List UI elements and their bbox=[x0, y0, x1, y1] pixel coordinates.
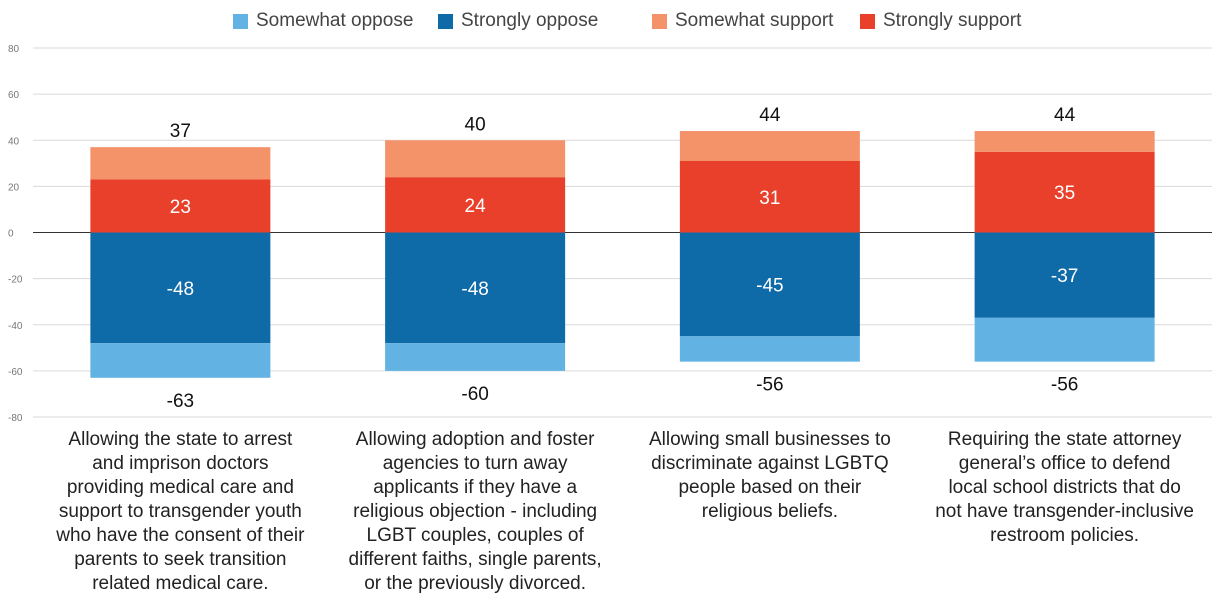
legend-label-somewhat-support: Somewhat support bbox=[675, 10, 834, 31]
data-label-total-oppose: -56 bbox=[756, 375, 783, 396]
bar-somewhat-oppose bbox=[90, 343, 271, 378]
bar-strongly-support bbox=[90, 179, 271, 233]
y-tick-label: -80 bbox=[8, 413, 23, 424]
y-tick-label: 40 bbox=[8, 136, 20, 147]
bar-somewhat-support bbox=[974, 131, 1155, 152]
data-label-total-support: 40 bbox=[465, 114, 486, 135]
data-label-strongly-support: 35 bbox=[1054, 183, 1075, 204]
bar-somewhat-support bbox=[90, 147, 271, 180]
bar-strongly-oppose bbox=[385, 232, 566, 344]
legend-swatch-somewhat-support bbox=[652, 13, 667, 29]
y-tick-label: 60 bbox=[8, 90, 20, 101]
x-category-label: Allowing the state to arrest and impriso… bbox=[56, 429, 305, 594]
bar-somewhat-support bbox=[385, 140, 566, 178]
legend-item-strongly-support: Strongly support bbox=[860, 10, 1021, 32]
x-category-label: Allowing small businesses to discriminat… bbox=[648, 429, 891, 522]
y-tick-label: -60 bbox=[8, 367, 23, 378]
bar-somewhat-support bbox=[679, 131, 860, 162]
legend-label-strongly-support: Strongly support bbox=[883, 10, 1022, 31]
legend-item-somewhat-support: Somewhat support bbox=[652, 10, 833, 32]
x-category-label: Requiring the state attorney general’s o… bbox=[935, 429, 1194, 546]
legend-swatch-strongly-support bbox=[860, 13, 875, 29]
bar-strongly-oppose bbox=[90, 232, 271, 344]
y-tick-label: 80 bbox=[8, 44, 20, 55]
bar-somewhat-oppose bbox=[679, 336, 860, 362]
y-tick-label: 20 bbox=[8, 182, 20, 193]
data-label-total-oppose: -60 bbox=[461, 384, 488, 405]
legend-swatch-strongly-oppose bbox=[438, 13, 453, 29]
data-label-strongly-support: 23 bbox=[170, 197, 191, 218]
bar-strongly-oppose bbox=[974, 232, 1155, 318]
chart-legend: Somewhat oppose Strongly oppose Somewhat… bbox=[0, 10, 1227, 36]
data-label-total-oppose: -63 bbox=[167, 391, 194, 412]
bar-strongly-support bbox=[679, 161, 860, 233]
bar-somewhat-oppose bbox=[385, 343, 566, 371]
legend-label-somewhat-oppose: Somewhat oppose bbox=[256, 10, 414, 31]
data-label-total-support: 44 bbox=[1054, 105, 1076, 126]
bar-strongly-oppose bbox=[679, 232, 860, 337]
y-tick-label: -20 bbox=[8, 275, 23, 286]
data-label-strongly-oppose: -37 bbox=[1051, 266, 1078, 287]
data-label-strongly-oppose: -48 bbox=[167, 279, 194, 300]
legend-label-strongly-oppose: Strongly oppose bbox=[461, 10, 599, 31]
data-label-total-support: 44 bbox=[759, 105, 781, 126]
data-label-total-support: 37 bbox=[170, 121, 191, 142]
bar-somewhat-oppose bbox=[974, 317, 1155, 362]
data-label-strongly-support: 24 bbox=[465, 196, 487, 217]
x-category-label: Allowing adoption and foster agencies to… bbox=[348, 429, 602, 594]
data-label-strongly-oppose: -45 bbox=[756, 275, 783, 296]
y-tick-label: 0 bbox=[8, 229, 14, 240]
legend-swatch-somewhat-oppose bbox=[233, 13, 248, 29]
bar-strongly-support bbox=[974, 151, 1155, 233]
bar-strongly-support bbox=[385, 177, 566, 233]
data-label-strongly-support: 31 bbox=[759, 188, 780, 209]
legend-item-strongly-oppose: Strongly oppose bbox=[438, 10, 598, 32]
data-label-strongly-oppose: -48 bbox=[461, 279, 488, 300]
legend-item-somewhat-oppose: Somewhat oppose bbox=[233, 10, 413, 32]
y-tick-label: -40 bbox=[8, 321, 23, 332]
data-label-total-oppose: -56 bbox=[1051, 375, 1078, 396]
